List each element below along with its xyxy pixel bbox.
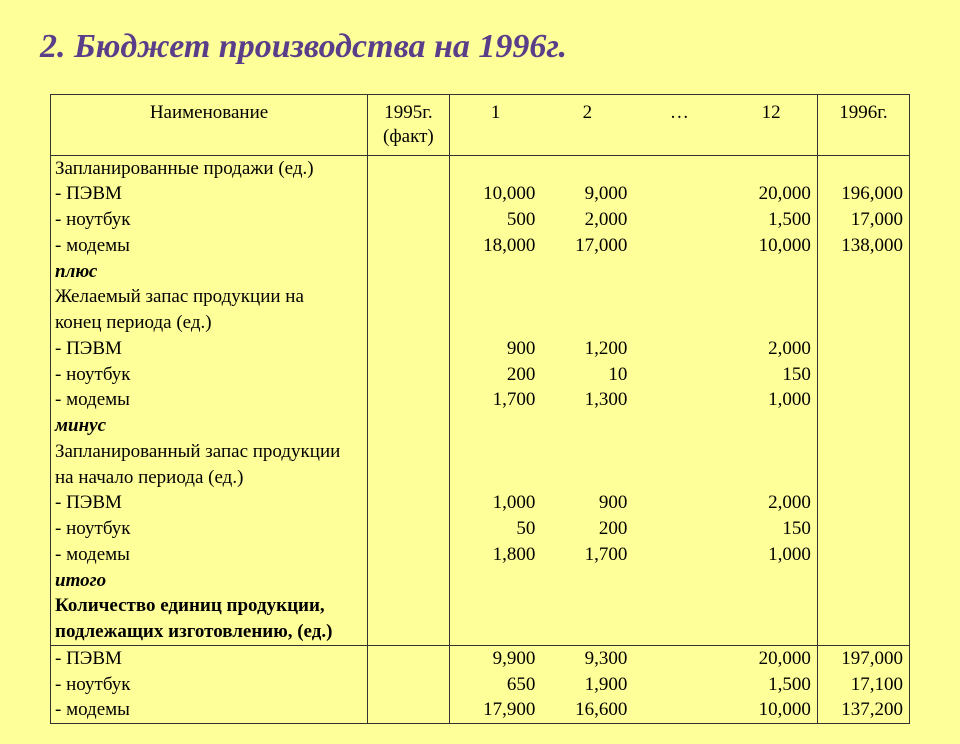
table-row: - ноутбук 500 2,000 1,500 17,000 xyxy=(51,207,910,233)
cell: 2,000 xyxy=(725,490,817,516)
table-row: - ПЭВМ 1,000 900 2,000 xyxy=(51,490,910,516)
budget-table: Наименование 1995г. (факт) 1 2 … 12 1996… xyxy=(50,94,910,724)
section-label: подлежащих изготовлению, (ед.) xyxy=(51,619,368,645)
section-label: Запланированные продажи (ед.) xyxy=(51,155,368,181)
table-row: на начало периода (ед.) xyxy=(51,465,910,491)
cell: 2,000 xyxy=(541,207,633,233)
row-label: - ноутбук xyxy=(51,672,368,698)
section-label: Количество единиц продукции, xyxy=(51,593,368,619)
table-row: - ноутбук 50 200 150 xyxy=(51,516,910,542)
table-row: плюс xyxy=(51,259,910,285)
cell: 50 xyxy=(449,516,541,542)
row-label: - ноутбук xyxy=(51,516,368,542)
cell: 17,000 xyxy=(541,233,633,259)
th-m2: 2 xyxy=(541,95,633,156)
table-row: - ПЭВМ 10,000 9,000 20,000 196,000 xyxy=(51,181,910,207)
cell: 900 xyxy=(541,490,633,516)
th-fact: 1995г. (факт) xyxy=(368,95,450,156)
cell: 196,000 xyxy=(817,181,909,207)
cell: 200 xyxy=(449,362,541,388)
cell: 1,000 xyxy=(449,490,541,516)
th-m12: 12 xyxy=(725,95,817,156)
row-label: - ноутбук xyxy=(51,207,368,233)
cell: 9,300 xyxy=(541,645,633,671)
row-label: - ноутбук xyxy=(51,362,368,388)
cell: 150 xyxy=(725,362,817,388)
cell: 17,100 xyxy=(817,672,909,698)
th-name: Наименование xyxy=(51,95,368,156)
cell: 10,000 xyxy=(449,181,541,207)
section-label: конец периода (ед.) xyxy=(51,310,368,336)
table-row: Количество единиц продукции, xyxy=(51,593,910,619)
table-row: итого xyxy=(51,568,910,594)
th-mdots: … xyxy=(633,95,725,156)
cell: 1,300 xyxy=(541,387,633,413)
minus-label: минус xyxy=(51,413,368,439)
cell: 200 xyxy=(541,516,633,542)
section-label: Желаемый запас продукции на xyxy=(51,284,368,310)
table-row: - модемы 18,000 17,000 10,000 138,000 xyxy=(51,233,910,259)
cell: 650 xyxy=(449,672,541,698)
plus-label: плюс xyxy=(51,259,368,285)
table-header-row: Наименование 1995г. (факт) 1 2 … 12 1996… xyxy=(51,95,910,156)
cell: 1,000 xyxy=(725,387,817,413)
table-row: - модемы 1,700 1,300 1,000 xyxy=(51,387,910,413)
table-row: - ПЭВМ 9,900 9,300 20,000 197,000 xyxy=(51,645,910,671)
table-row: Запланированный запас продукции xyxy=(51,439,910,465)
cell: 1,700 xyxy=(541,542,633,568)
th-m1: 1 xyxy=(449,95,541,156)
total-label: итого xyxy=(51,568,368,594)
row-label: - модемы xyxy=(51,387,368,413)
table-row: - модемы 1,800 1,700 1,000 xyxy=(51,542,910,568)
cell: 138,000 xyxy=(817,233,909,259)
row-label: - ПЭВМ xyxy=(51,336,368,362)
row-label: - ПЭВМ xyxy=(51,645,368,671)
table-row: - ПЭВМ 900 1,200 2,000 xyxy=(51,336,910,362)
cell: 10 xyxy=(541,362,633,388)
cell: 9,000 xyxy=(541,181,633,207)
table-row: Запланированные продажи (ед.) xyxy=(51,155,910,181)
cell: 197,000 xyxy=(817,645,909,671)
row-label: - модемы xyxy=(51,542,368,568)
table-row: - ноутбук 200 10 150 xyxy=(51,362,910,388)
cell: 10,000 xyxy=(725,233,817,259)
table-row: конец периода (ед.) xyxy=(51,310,910,336)
cell: 500 xyxy=(449,207,541,233)
table-row: Желаемый запас продукции на xyxy=(51,284,910,310)
cell: 2,000 xyxy=(725,336,817,362)
row-label: - ПЭВМ xyxy=(51,490,368,516)
cell: 20,000 xyxy=(725,645,817,671)
cell: 150 xyxy=(725,516,817,542)
cell: 1,700 xyxy=(449,387,541,413)
cell: 900 xyxy=(449,336,541,362)
table-row: подлежащих изготовлению, (ед.) xyxy=(51,619,910,645)
cell: 1,500 xyxy=(725,672,817,698)
row-label: - ПЭВМ xyxy=(51,181,368,207)
cell: 1,200 xyxy=(541,336,633,362)
cell: 20,000 xyxy=(725,181,817,207)
section-label: на начало периода (ед.) xyxy=(51,465,368,491)
cell: 17,000 xyxy=(817,207,909,233)
cell: 1,900 xyxy=(541,672,633,698)
table-row: - ноутбук 650 1,900 1,500 17,100 xyxy=(51,672,910,698)
row-label: - модемы xyxy=(51,233,368,259)
section-label: Запланированный запас продукции xyxy=(51,439,368,465)
cell: 9,900 xyxy=(449,645,541,671)
cell: 1,000 xyxy=(725,542,817,568)
cell: 1,800 xyxy=(449,542,541,568)
th-year: 1996г. xyxy=(817,95,909,156)
table-row: минус xyxy=(51,413,910,439)
slide-title: 2. Бюджет производства на 1996г. xyxy=(40,28,920,66)
cell: 1,500 xyxy=(725,207,817,233)
cell: 18,000 xyxy=(449,233,541,259)
